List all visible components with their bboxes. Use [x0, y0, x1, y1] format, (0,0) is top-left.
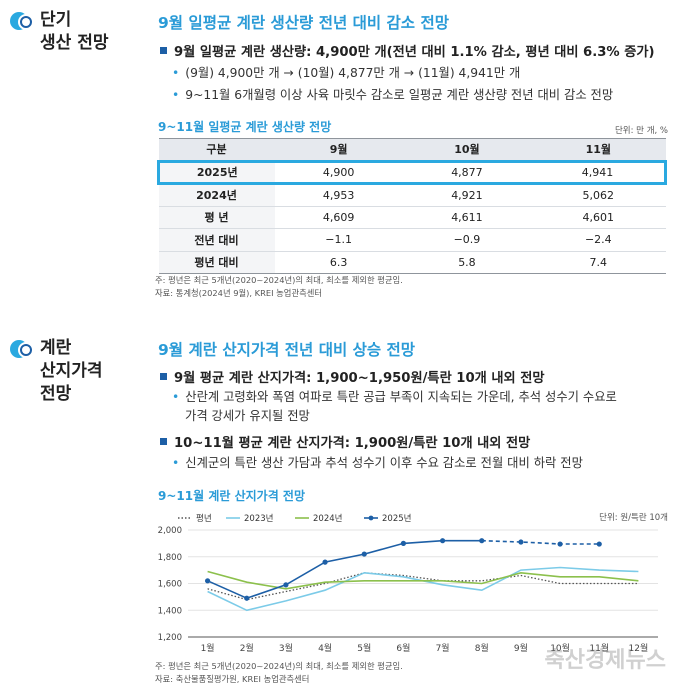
table-cell: 4,900: [274, 159, 403, 185]
x-tick-label: 9월: [514, 642, 528, 654]
table-title: 9~11월 일평균 계란 생산량 전망: [158, 120, 332, 134]
legend-label: 2023년: [244, 513, 273, 524]
table-cell: 4,953: [274, 183, 403, 207]
table-header-cell: 9월: [274, 138, 403, 162]
table-row: 2024년 4,953 4,921 5,062: [158, 183, 666, 207]
data-point: [518, 539, 524, 545]
section1-title: 단기 생산 전망: [40, 10, 109, 53]
chart-notes: 주: 평년은 최근 5개년(2020~2024년)의 최대, 최소를 제외한 평…: [155, 661, 403, 684]
series-line: [207, 539, 482, 600]
x-tick-label: 5월: [357, 642, 371, 654]
data-point: [361, 551, 367, 557]
row-label: 전년 대비: [158, 228, 275, 252]
x-tick-label: 11월: [589, 642, 609, 654]
section1-sub-bullet-1: • (9월) 4,900만 개 → (10월) 4,877만 개 → (11월) …: [172, 66, 521, 80]
section2-bullet-2: 10~11월 평균 계란 산지가격: 1,900원/특란 10개 내외 전망: [160, 432, 530, 451]
x-tick-label: 10월: [550, 642, 570, 654]
data-point: [283, 582, 289, 588]
section2-heading: 9월 계란 산지가격 전년 대비 상승 전망: [158, 341, 416, 359]
table-header-cell: 11월: [531, 138, 666, 162]
table-cell: 5,062: [531, 183, 666, 207]
legend-label: 2025년: [382, 513, 411, 524]
table-header-row: 구분 9월 10월 11월: [158, 138, 666, 162]
chart-title: 9~11월 계란 산지가격 전망: [158, 489, 305, 503]
series-line: [207, 572, 639, 601]
watermark: 축산경제뉴스: [544, 648, 666, 673]
table-notes: 주: 평년은 최근 5개년(2020~2024년)의 최대, 최소를 제외한 평…: [155, 275, 403, 298]
chart-unit: 단위: 원/특란 10개: [599, 513, 668, 523]
x-tick-label: 1월: [201, 642, 215, 654]
section1-heading: 9월 일평균 계란 생산량 전년 대비 감소 전망: [158, 14, 449, 32]
table-header-cell: 10월: [402, 138, 532, 162]
table-cell: −0.9: [402, 228, 532, 252]
data-point: [244, 595, 250, 601]
y-tick-label: 1,600: [158, 580, 182, 590]
section2-sub-bullet-2: • 신계군의 특란 생산 가담과 추석 성수기 이후 수요 감소로 전월 대비 하…: [172, 456, 583, 470]
x-tick-label: 7월: [436, 642, 450, 654]
table-cell: −2.4: [531, 228, 666, 252]
x-tick-label: 2월: [240, 642, 254, 654]
row-label: 평 년: [158, 206, 275, 229]
price-line-chart: 1,200 1,400 1,600 1,800 2,000 1월 2월 3월 4월 5월 6월 7월 8…: [158, 513, 658, 654]
data-point: [322, 559, 328, 565]
y-tick-label: 1,200: [158, 633, 182, 643]
y-tick-label: 1,800: [158, 553, 182, 563]
table-row: 전년 대비 −1.1 −0.9 −2.4: [158, 228, 666, 252]
section2-sub-bullet-1: • 산란계 고령화와 폭염 여파로 특란 공급 부족이 지속되는 가운데, 추석 …: [172, 390, 617, 423]
x-tick-label: 6월: [396, 642, 410, 654]
table-cell: 7.4: [531, 251, 666, 274]
table-row: 평년 대비 6.3 5.8 7.4: [158, 251, 666, 274]
row-label: 평년 대비: [158, 251, 275, 274]
x-tick-label: 12월: [629, 642, 649, 654]
x-tick-label: 8월: [475, 642, 489, 654]
data-point: [400, 540, 407, 546]
y-tick-label: 2,000: [158, 526, 182, 536]
table-unit: 단위: 만 개, %: [614, 126, 668, 136]
section2-title: 계란 산지가격 전망: [40, 338, 103, 404]
data-point: [439, 538, 446, 544]
section-icon: [10, 338, 36, 364]
data-point: [204, 578, 211, 584]
row-label: 2025년: [157, 159, 275, 185]
table-cell: 4,609: [274, 206, 403, 229]
table-cell: 4,941: [531, 159, 668, 185]
x-tick-label: 3월: [279, 642, 293, 654]
section1-main-bullet: 9월 일평균 계란 생산량: 4,900만 개(전년 대비 1.1% 감소, 평…: [160, 41, 655, 60]
table-cell: 4,601: [531, 206, 666, 229]
table-cell: 4,877: [402, 159, 532, 185]
table-cell: −1.1: [274, 228, 403, 252]
section2-bullet-1: 9월 평균 계란 산지가격: 1,900~1,950원/특란 10개 내외 전망: [160, 367, 544, 386]
data-point: [596, 541, 602, 547]
series-line: [207, 570, 639, 590]
y-tick-label: 1,400: [158, 606, 182, 616]
data-point: [557, 541, 563, 547]
table-cell: 5.8: [402, 251, 532, 274]
section-icon: [10, 10, 36, 36]
section1-sub-bullet-2: • 9~11월 6개월령 이상 사육 마릿수 감소로 일평균 계란 생산량 전년 …: [172, 88, 614, 102]
table-cell: 6.3: [274, 251, 403, 274]
series-forecast-line: [481, 539, 600, 545]
x-tick-label: 4월: [318, 642, 332, 654]
table-header-cell: 구분: [158, 138, 275, 162]
table-row: 평 년 4,609 4,611 4,601: [158, 206, 666, 229]
row-label: 2024년: [158, 183, 275, 207]
production-table: 구분 9월 10월 11월 2025년 4,900 4,877 4,941 20…: [157, 138, 668, 274]
legend-label: 평년: [196, 513, 212, 524]
legend-marker: [368, 515, 374, 521]
table-row-highlighted: 2025년 4,900 4,877 4,941: [157, 159, 668, 185]
table-cell: 4,611: [402, 206, 532, 229]
legend-label: 2024년: [313, 513, 342, 524]
table-cell: 4,921: [402, 183, 532, 207]
data-point: [479, 538, 485, 544]
